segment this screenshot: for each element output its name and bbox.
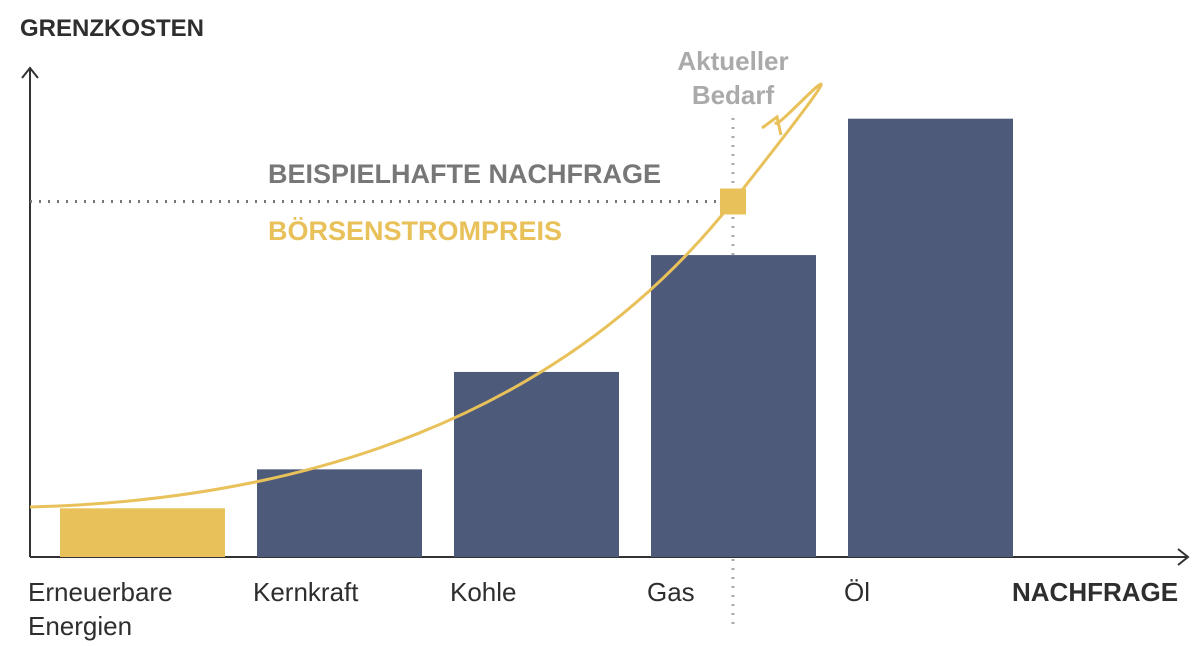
bar <box>454 371 619 557</box>
price-curve <box>29 82 823 509</box>
y-axis-arrow <box>21 66 39 79</box>
y-axis-label: GRENZKOSTEN <box>20 15 204 42</box>
x-tick-label: Erneuerbare Energien <box>28 577 173 641</box>
price-point <box>720 188 746 215</box>
price-curve-arrow <box>761 114 783 136</box>
x-axis-arrow <box>1177 548 1190 566</box>
price-label: BÖRSENSTROMPREIS <box>268 216 562 246</box>
x-tick-label: Öl <box>844 577 870 607</box>
x-axis-label: NACHFRAGE <box>1012 577 1179 607</box>
bar <box>651 255 816 557</box>
demand-label: BEISPIELHAFTE NACHFRAGE <box>268 159 661 189</box>
current-demand-label: Aktueller Bedarf <box>677 46 789 110</box>
bar <box>257 469 422 557</box>
x-tick-label: Gas <box>647 577 695 607</box>
bar <box>848 118 1013 557</box>
x-tick-label: Kernkraft <box>253 577 359 607</box>
x-tick-label: Kohle <box>450 577 517 607</box>
bar <box>60 508 225 557</box>
